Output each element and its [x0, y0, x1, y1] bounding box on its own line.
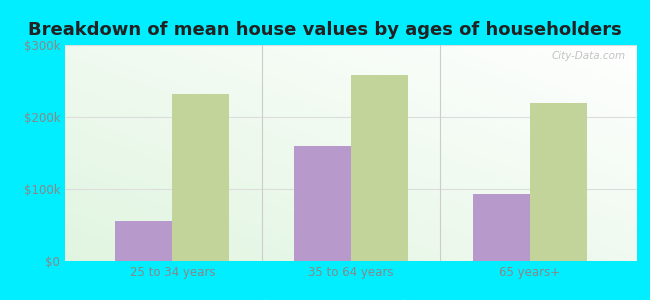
Bar: [172, 94, 229, 261]
Bar: [115, 221, 172, 261]
Bar: [294, 146, 351, 261]
Text: City-Data.com: City-Data.com: [551, 52, 625, 61]
Bar: [530, 103, 587, 261]
Legend: East Liverpool, Ohio: East Liverpool, Ohio: [248, 296, 454, 300]
Bar: [473, 194, 530, 261]
Text: Breakdown of mean house values by ages of householders: Breakdown of mean house values by ages o…: [28, 21, 622, 39]
Bar: [351, 75, 408, 261]
